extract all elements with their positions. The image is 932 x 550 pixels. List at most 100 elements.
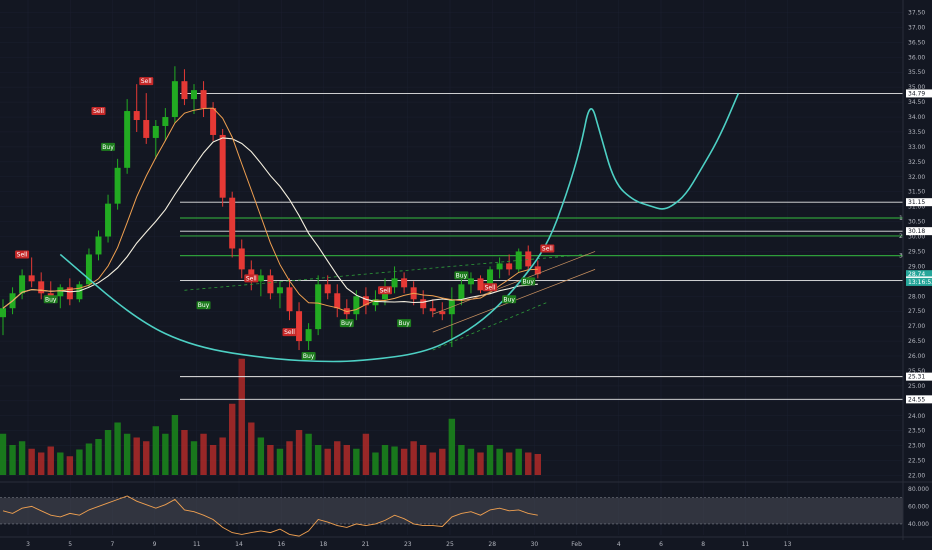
volume-bar: [448, 418, 456, 475]
candle-body: [171, 81, 178, 118]
buy-signal-badge: [502, 295, 517, 304]
time-axis[interactable]: 3 5 7 9 11 14 16 18 21 23 25 28 30 Feb 4 6 8 11 13: [0, 536, 932, 548]
price-tick-label: 26.00: [908, 353, 925, 360]
date-tick-label: 28: [488, 541, 496, 548]
candle-body: [429, 308, 436, 312]
candle-body: [353, 296, 360, 315]
buy-signal-badge: [454, 271, 469, 280]
level-number: 1: [899, 215, 903, 222]
price-tick-label: 23.00: [908, 443, 925, 450]
price-tick-label: 32.50: [908, 159, 925, 166]
date-tick-label: 11: [193, 541, 201, 548]
candle-body: [200, 90, 207, 109]
level-number: 2: [899, 233, 903, 240]
sell-signal-badge: [282, 328, 297, 337]
buy-signal-badge: [196, 301, 211, 310]
price-tick-label: 30.50: [908, 219, 925, 226]
price-tag-label: 25.31: [908, 374, 925, 381]
drawn-cup-curve: [59, 93, 740, 363]
candle-body: [420, 299, 427, 309]
price-tick-label: 25.50: [908, 368, 925, 375]
candle-body: [133, 111, 140, 121]
candle-body: [19, 275, 26, 294]
volume-bar: [420, 445, 427, 475]
date-tick-label: 21: [362, 541, 370, 548]
sell-signal-badge: [91, 107, 106, 116]
volume-bar: [400, 448, 408, 475]
price-tick-label: 34.00: [908, 114, 925, 121]
candle-body: [534, 266, 541, 275]
price-tick-label: 22.50: [908, 458, 925, 465]
volume-bar: [372, 452, 379, 475]
candle-body: [267, 275, 274, 294]
volume-bar: [133, 437, 140, 475]
buy-signal-label: Buy: [398, 320, 410, 327]
price-tick-label: 35.00: [908, 84, 925, 91]
volume-bar: [123, 433, 131, 475]
date-tick-label: 3: [26, 541, 30, 548]
volume-bar: [0, 433, 7, 475]
volume-bar: [391, 446, 398, 475]
candle-body: [191, 90, 197, 100]
price-tag: [906, 89, 932, 98]
volume-bar: [496, 448, 503, 475]
price-tick-label: 22.00: [908, 473, 925, 480]
volume-bar: [314, 445, 322, 475]
volume-bar: [458, 445, 465, 475]
date-tick-label: 16: [277, 541, 285, 548]
volume-bar: [209, 445, 217, 475]
volume-bar: [362, 433, 370, 475]
buy-sell-signals: Sell Buy Sell Buy Sell Buy Sell Sell Buy Buy Sell B…: [15, 77, 555, 361]
candle-body: [257, 275, 264, 282]
candle-body: [391, 278, 398, 288]
candle-body: [114, 167, 121, 204]
volume-bar: [152, 426, 159, 475]
volume-bar: [286, 441, 293, 475]
buy-signal-badge: [521, 277, 536, 286]
price-tick-label: 30.00: [908, 234, 925, 241]
price-tag-label: 28.74: [908, 271, 925, 278]
volume-bar: [353, 448, 360, 475]
volume-bar: [85, 443, 93, 475]
trend-line-dashed: [184, 254, 586, 291]
price-tick-label: 26.50: [908, 338, 925, 345]
rsi-tick-label: 80.000: [908, 486, 929, 493]
date-tick-label: 30: [531, 541, 539, 548]
buy-signal-label: Buy: [45, 296, 57, 303]
volume-bar: [439, 448, 446, 475]
sell-signal-badge: [483, 283, 498, 292]
price-axis[interactable]: 22.0022.5023.0023.5024.0024.5025.0025.50…: [902, 0, 932, 540]
candle-body: [181, 81, 188, 100]
candle-body: [238, 248, 245, 270]
volume-bar: [200, 433, 207, 475]
price-tick-label: 28.00: [908, 293, 925, 300]
candle-body: [515, 251, 522, 270]
moving-average-fast: [2, 107, 538, 313]
sell-signal-badge: [244, 274, 259, 283]
candle-body: [85, 254, 92, 285]
candle-body: [324, 284, 331, 294]
candle-body: [487, 269, 494, 291]
price-tag: [906, 270, 932, 279]
price-tick-label: 29.50: [908, 248, 925, 255]
price-tag: [906, 372, 932, 381]
price-tick-label: 31.50: [908, 189, 925, 196]
volume-bar: [324, 448, 331, 475]
volume-bar: [47, 446, 54, 475]
volume-bar: [181, 430, 188, 475]
sell-signal-label: Sell: [542, 245, 553, 252]
volume-bar: [410, 441, 417, 475]
candle-body: [296, 311, 303, 342]
buy-signal-badge: [301, 352, 316, 361]
candle-body: [315, 284, 322, 330]
volume-bar: [238, 358, 245, 475]
price-tick-label: 25.00: [908, 383, 925, 390]
buy-signal-badge: [101, 142, 116, 151]
sell-signal-label: Sell: [380, 287, 391, 294]
candle-body: [152, 125, 159, 138]
volume-bar: [525, 452, 532, 475]
sell-signal-label: Sell: [141, 78, 152, 85]
sell-signal-label: Sell: [485, 284, 496, 291]
volume-bars: [0, 358, 541, 475]
